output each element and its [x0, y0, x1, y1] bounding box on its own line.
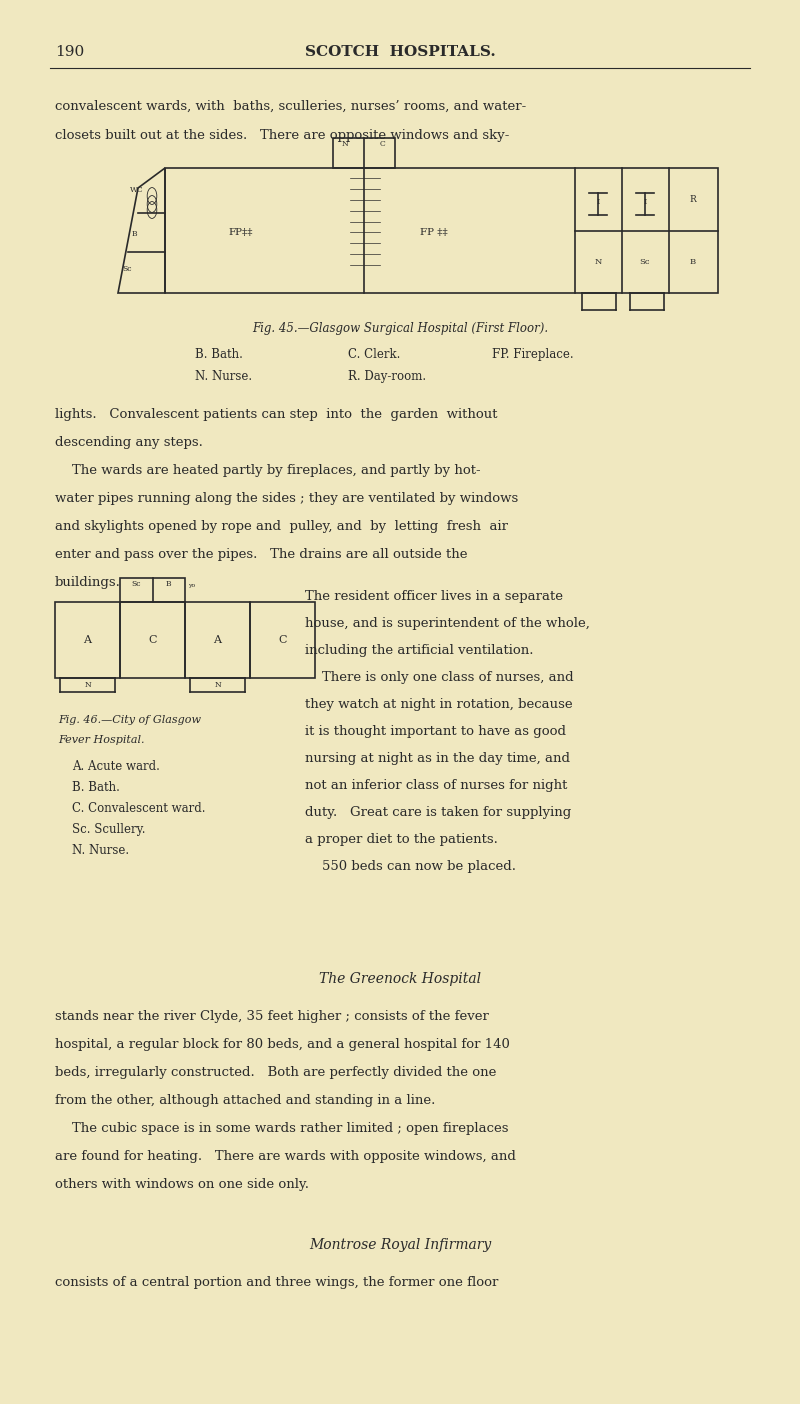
Text: B: B: [166, 580, 171, 588]
Text: nursing at night as in the day time, and: nursing at night as in the day time, and: [305, 753, 570, 765]
Text: The resident officer lives in a separate: The resident officer lives in a separate: [305, 590, 563, 602]
Text: R: R: [690, 195, 696, 205]
Text: closets built out at the sides.   There are opposite windows and sky-: closets built out at the sides. There ar…: [55, 129, 510, 142]
Text: Sc: Sc: [640, 258, 650, 265]
Text: A. Acute ward.: A. Acute ward.: [72, 760, 160, 774]
Text: Sc: Sc: [131, 580, 141, 588]
Text: C. Convalescent ward.: C. Convalescent ward.: [72, 802, 206, 814]
Text: others with windows on one side only.: others with windows on one side only.: [55, 1178, 309, 1191]
Text: FP‡‡: FP‡‡: [228, 227, 253, 236]
Text: A: A: [214, 635, 222, 644]
Text: Sc. Scullery.: Sc. Scullery.: [72, 823, 146, 835]
Text: descending any steps.: descending any steps.: [55, 437, 203, 449]
Text: R. Day-room.: R. Day-room.: [348, 371, 426, 383]
Text: house, and is superintendent of the whole,: house, and is superintendent of the whol…: [305, 616, 590, 630]
Text: enter and pass over the pipes.   The drains are all outside the: enter and pass over the pipes. The drain…: [55, 548, 467, 562]
Text: Sc: Sc: [122, 265, 131, 272]
Text: 190: 190: [55, 45, 84, 59]
Text: not an inferior class of nurses for night: not an inferior class of nurses for nigh…: [305, 779, 567, 792]
Text: N: N: [594, 258, 602, 265]
Text: Fig. 45.—Glasgow Surgical Hospital (First Floor).: Fig. 45.—Glasgow Surgical Hospital (Firs…: [252, 322, 548, 336]
Text: Fever Hospital.: Fever Hospital.: [58, 736, 145, 746]
Text: C: C: [278, 635, 286, 644]
Text: stands near the river Clyde, 35 feet higher ; consists of the fever: stands near the river Clyde, 35 feet hig…: [55, 1009, 489, 1024]
Text: 550 beds can now be placed.: 550 beds can now be placed.: [305, 861, 516, 873]
Text: duty.   Great care is taken for supplying: duty. Great care is taken for supplying: [305, 806, 571, 819]
Text: There is only one class of nurses, and: There is only one class of nurses, and: [305, 671, 574, 684]
Text: The Greenock Hospital: The Greenock Hospital: [319, 972, 481, 986]
Text: beds, irregularly constructed.   Both are perfectly divided the one: beds, irregularly constructed. Both are …: [55, 1066, 496, 1080]
Text: N: N: [84, 681, 91, 689]
Text: they watch at night in rotation, because: they watch at night in rotation, because: [305, 698, 573, 710]
Text: including the artificial ventilation.: including the artificial ventilation.: [305, 644, 534, 657]
Text: hospital, a regular block for 80 beds, and a general hospital for 140: hospital, a regular block for 80 beds, a…: [55, 1038, 510, 1052]
Text: buildings.: buildings.: [55, 576, 121, 590]
Text: A: A: [83, 635, 91, 644]
Text: B: B: [690, 258, 696, 265]
Text: The cubic space is in some wards rather limited ; open fireplaces: The cubic space is in some wards rather …: [55, 1122, 509, 1134]
Text: it is thought important to have as good: it is thought important to have as good: [305, 724, 566, 739]
Text: yo: yo: [188, 583, 195, 588]
Text: water pipes running along the sides ; they are ventilated by windows: water pipes running along the sides ; th…: [55, 491, 518, 505]
Text: and skylights opened by rope and  pulley, and  by  letting  fresh  air: and skylights opened by rope and pulley,…: [55, 519, 508, 534]
Text: N. Nurse.: N. Nurse.: [72, 844, 129, 856]
Text: from the other, although attached and standing in a line.: from the other, although attached and st…: [55, 1094, 435, 1106]
Text: are found for heating.   There are wards with opposite windows, and: are found for heating. There are wards w…: [55, 1150, 516, 1163]
Text: B. Bath.: B. Bath.: [195, 348, 243, 361]
Text: Fig. 46.—City of Glasgow: Fig. 46.—City of Glasgow: [58, 715, 201, 724]
Text: C: C: [379, 140, 385, 147]
Text: B: B: [132, 230, 138, 239]
Text: I: I: [643, 198, 646, 206]
Text: C: C: [148, 635, 157, 644]
Text: Montrose Royal Infirmary: Montrose Royal Infirmary: [309, 1238, 491, 1252]
Text: FP. Fireplace.: FP. Fireplace.: [492, 348, 574, 361]
Text: consists of a central portion and three wings, the former one floor: consists of a central portion and three …: [55, 1276, 498, 1289]
Text: I: I: [596, 198, 600, 206]
Text: lights.   Convalescent patients can step  into  the  garden  without: lights. Convalescent patients can step i…: [55, 409, 498, 421]
Text: FP ‡‡: FP ‡‡: [420, 227, 448, 236]
Text: SCOTCH  HOSPITALS.: SCOTCH HOSPITALS.: [305, 45, 495, 59]
Text: WC: WC: [130, 185, 144, 194]
Text: N: N: [342, 140, 348, 147]
Text: B. Bath.: B. Bath.: [72, 781, 120, 795]
Text: a proper diet to the patients.: a proper diet to the patients.: [305, 833, 498, 847]
Text: The wards are heated partly by fireplaces, and partly by hot-: The wards are heated partly by fireplace…: [55, 463, 481, 477]
Text: convalescent wards, with  baths, sculleries, nurses’ rooms, and water-: convalescent wards, with baths, sculleri…: [55, 100, 526, 112]
Text: N. Nurse.: N. Nurse.: [195, 371, 252, 383]
Text: N: N: [214, 681, 221, 689]
Text: C. Clerk.: C. Clerk.: [348, 348, 400, 361]
